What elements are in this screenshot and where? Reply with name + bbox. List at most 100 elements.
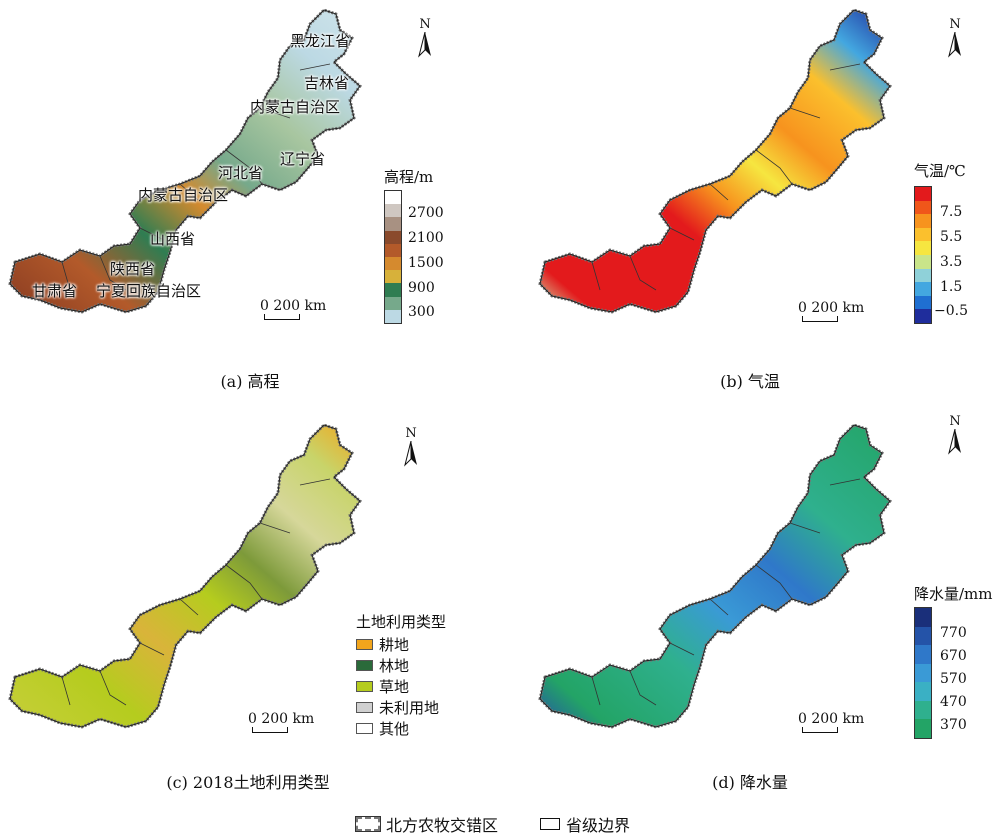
elevation-color-ramp — [384, 190, 402, 324]
north-arrow-icon: N — [944, 18, 966, 62]
ramp-step — [385, 243, 401, 257]
elevation-map — [8, 8, 362, 314]
caption: (d) 降水量 — [712, 773, 788, 792]
ramp-label: 470 — [940, 694, 967, 710]
ramp-step — [915, 645, 931, 664]
ramp-step — [915, 309, 931, 323]
ramp-step — [915, 214, 931, 228]
province-label: 吉林省 — [304, 74, 350, 92]
zone-swatch — [355, 816, 381, 832]
ramp-label: 370 — [940, 717, 967, 733]
province-label: 辽宁省 — [280, 150, 326, 168]
temperature-map — [538, 8, 892, 314]
ramp-step — [385, 270, 401, 284]
province-label: 山西省 — [150, 230, 196, 248]
swatch — [356, 723, 373, 734]
caption: (a) 高程 — [220, 372, 280, 391]
legend-title: 气温/℃ — [914, 162, 966, 180]
province-swatch — [540, 818, 561, 830]
caption: (c) 2018土地利用类型 — [166, 773, 330, 792]
legend-title: 降水量/mm — [914, 585, 993, 603]
panel-temperature: N 气温/℃ 7.5 5.5 3.5 1.5 −0.5 0 200 km (b)… — [530, 0, 1000, 405]
elevation-legend: 高程/m — [384, 166, 433, 187]
legend-item-cropland: 耕地 — [356, 634, 446, 655]
temperature-color-ramp — [914, 186, 932, 324]
north-arrow-icon: N — [944, 415, 966, 459]
ramp-label: 300 — [408, 304, 435, 320]
ramp-label: 1.5 — [940, 279, 963, 295]
panel-land-use: N 土地利用类型 耕地 林地 草地 未利用地 其他 0 200 km (c) 2… — [0, 415, 500, 820]
ramp-step — [915, 663, 931, 683]
province-boundaries — [591, 63, 861, 291]
ramp-label: 670 — [940, 648, 967, 664]
scale-bar: 0 200 km — [798, 300, 864, 322]
swatch — [356, 639, 373, 650]
ramp-label: 2100 — [408, 230, 444, 246]
panel-precipitation: N 降水量/mm 770 670 570 470 370 0 200 km (d… — [530, 415, 1000, 820]
ramp-step — [385, 204, 401, 218]
land-use-legend: 土地利用类型 耕地 林地 草地 未利用地 其他 — [356, 611, 446, 739]
ramp-label: 3.5 — [940, 254, 963, 270]
ramp-step — [915, 268, 931, 283]
ramp-step — [915, 700, 931, 720]
map-legend: 北方农牧交错区 省级边界 — [355, 812, 672, 836]
ramp-step — [915, 241, 931, 255]
ramp-label: 5.5 — [940, 229, 963, 245]
panel-elevation: 黑龙江省 吉林省 内蒙古自治区 辽宁省 河北省 内蒙古自治区 山西省 陕西省 甘… — [0, 0, 500, 405]
ramp-step — [385, 217, 401, 231]
ramp-step — [915, 200, 931, 215]
north-arrow-icon: N — [400, 427, 422, 471]
province-label: 内蒙古自治区 — [250, 98, 341, 116]
swatch — [356, 702, 373, 713]
province-label: 甘肃省 — [32, 282, 78, 300]
ramp-step — [385, 283, 401, 297]
ramp-step — [915, 608, 931, 627]
land-use-map — [8, 423, 362, 729]
caption: (b) 气温 — [720, 372, 780, 391]
swatch — [356, 681, 373, 692]
ramp-label: 2700 — [408, 205, 444, 221]
ramp-step — [915, 295, 931, 310]
ramp-step — [915, 254, 931, 269]
ramp-step — [385, 191, 401, 205]
ramp-step — [915, 187, 931, 201]
legend-item-zone: 北方农牧交错区 — [355, 812, 498, 836]
ramp-step — [385, 309, 401, 323]
precipitation-map — [538, 423, 892, 729]
province-label: 黑龙江省 — [290, 32, 351, 50]
ramp-label: −0.5 — [934, 303, 968, 319]
swatch — [356, 660, 373, 671]
province-boundaries — [61, 63, 331, 291]
ramp-label: 1500 — [408, 255, 444, 271]
legend-item-other: 其他 — [356, 718, 446, 739]
legend-item-grassland: 草地 — [356, 676, 446, 697]
ramp-step — [915, 719, 931, 738]
province-label: 河北省 — [218, 164, 264, 182]
temperature-legend: 气温/℃ — [914, 160, 966, 181]
ramp-step — [915, 682, 931, 701]
ramp-step — [915, 626, 931, 646]
province-label: 宁夏回族自治区 — [96, 282, 202, 300]
scale-bar: 0 200 km — [248, 711, 314, 733]
legend-title: 高程/m — [384, 168, 434, 186]
ramp-label: 7.5 — [940, 204, 963, 220]
ramp-step — [385, 256, 401, 271]
ramp-step — [915, 227, 931, 242]
province-label: 陕西省 — [110, 260, 156, 278]
precipitation-color-ramp — [914, 607, 932, 739]
legend-item-province: 省级边界 — [540, 812, 630, 836]
province-label: 内蒙古自治区 — [138, 186, 229, 204]
ramp-label: 770 — [940, 625, 967, 641]
province-boundaries — [61, 478, 331, 706]
precipitation-legend: 降水量/mm — [914, 583, 993, 604]
ramp-label: 570 — [940, 671, 967, 687]
ramp-step — [385, 296, 401, 310]
scale-bar: 0 200 km — [260, 298, 326, 320]
scale-bar: 0 200 km — [798, 711, 864, 733]
legend-item-unused-land: 未利用地 — [356, 697, 446, 718]
ramp-step — [385, 230, 401, 244]
legend-title: 土地利用类型 — [356, 613, 447, 631]
ramp-label: 900 — [408, 280, 435, 296]
ramp-step — [915, 282, 931, 296]
province-boundaries — [591, 478, 861, 706]
